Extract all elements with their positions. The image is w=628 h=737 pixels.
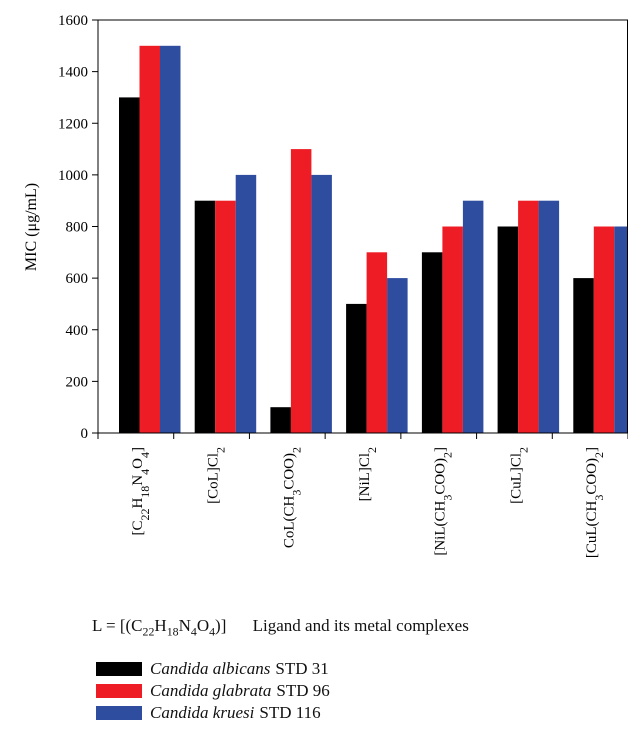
x-category-label: [CoL]Cl2 (206, 447, 228, 504)
x-category-label: [CuL(CH3COO)2] (584, 447, 606, 558)
x-category-label: [NiL(CH3COO)2] (433, 447, 455, 556)
y-tick-label: 0 (81, 426, 89, 442)
ligand-description: Ligand and its metal complexes (252, 616, 469, 635)
legend: Candida albicans STD 31 Candida glabrata… (96, 658, 330, 724)
bar (442, 226, 463, 433)
y-tick-label: 1000 (58, 168, 88, 184)
bar (346, 303, 367, 433)
x-category-label: CoL(CH3COO)2 (281, 447, 303, 548)
bar (538, 200, 560, 433)
legend-swatch (96, 684, 142, 698)
y-tick-label: 200 (66, 374, 89, 390)
bar (160, 45, 181, 434)
legend-code: STD 31 (275, 659, 329, 678)
bar (614, 226, 628, 433)
legend-species: Candida glabrata (150, 681, 272, 700)
bar (462, 200, 484, 433)
bar (387, 278, 408, 433)
x-category-label: [C22H18N4O4] (130, 447, 152, 536)
y-tick-label: 400 (66, 323, 89, 339)
y-axis-title: MIC (μg/mL) (23, 183, 40, 271)
bar (235, 174, 257, 433)
legend-species: Candida albicans (150, 659, 271, 678)
bar (139, 45, 160, 434)
x-category-label: [NiL]Cl2 (357, 447, 379, 501)
legend-species: Candida kruesi (150, 703, 255, 722)
legend-item: Candida glabrata STD 96 (96, 680, 330, 702)
legend-item: Candida albicans STD 31 (96, 658, 330, 680)
bar (119, 97, 140, 434)
bar (194, 200, 216, 433)
legend-code: STD 116 (259, 703, 321, 722)
y-tick-label: 1200 (58, 116, 88, 132)
bar-chart: 0 200 400 600 800 1000 1200 1400 1600 [C22H18N4O4… (23, 13, 628, 558)
legend-swatch (96, 706, 142, 720)
bar (518, 200, 539, 433)
legend-item: Candida kruesi STD 116 (96, 702, 330, 724)
bar (366, 252, 388, 433)
labels-layer: 0 200 400 600 800 1000 1200 1400 1600 [C22H18N4O4… (58, 13, 606, 558)
bar (290, 149, 312, 433)
y-tick-label: 1400 (58, 65, 88, 81)
bar (497, 226, 519, 433)
bar (215, 200, 236, 433)
ligand-footnote: L = [(C22H18N4O4)] Ligand and its metal … (92, 616, 469, 639)
bar (270, 407, 291, 433)
ligand-definition: L = [(C22H18N4O4)] (92, 616, 227, 639)
bar (593, 226, 615, 433)
bar (573, 278, 594, 433)
bars-layer (119, 45, 628, 434)
legend-code: STD 96 (276, 681, 330, 700)
bar (311, 174, 332, 433)
y-tick-label: 1600 (58, 13, 88, 29)
y-tick-label: 800 (66, 220, 89, 236)
y-tick-label: 600 (66, 271, 89, 287)
bar (421, 252, 443, 433)
legend-swatch (96, 662, 142, 676)
x-category-label: [CuL]Cl2 (508, 447, 530, 504)
